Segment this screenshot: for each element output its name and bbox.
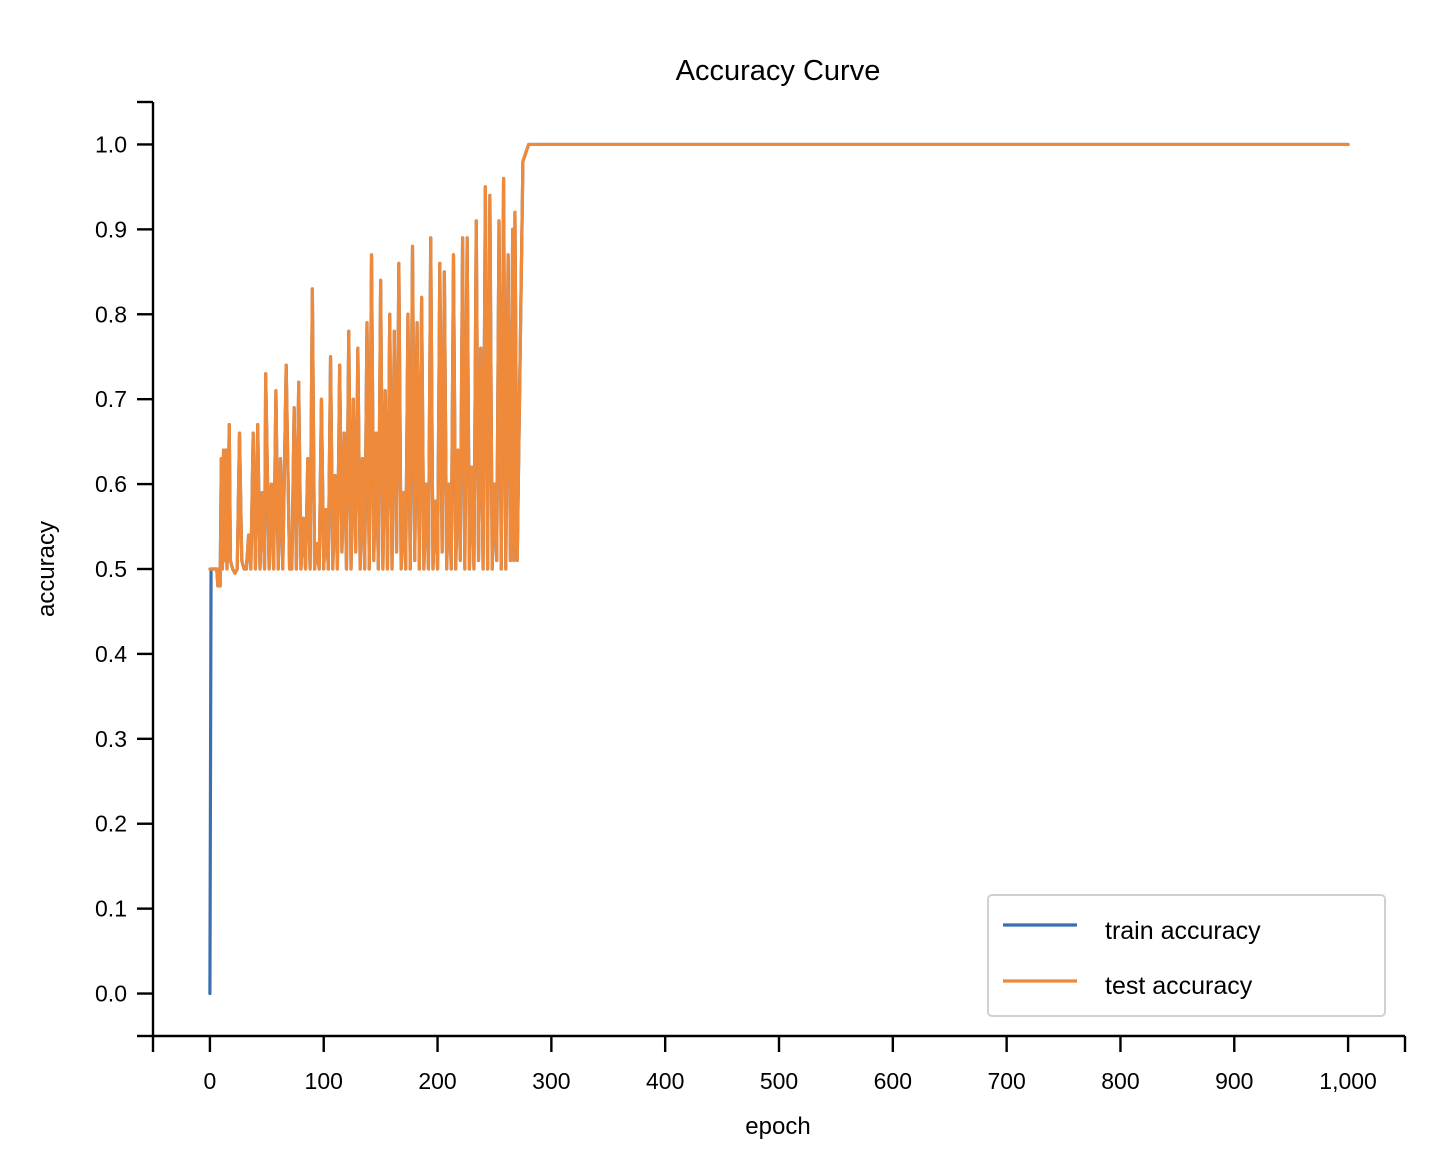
y-tick-label: 0.2 <box>95 811 127 837</box>
x-tick-label: 400 <box>646 1068 684 1094</box>
x-tick-label: 900 <box>1215 1068 1253 1094</box>
legend-frame <box>987 894 1386 1017</box>
x-axis-ticks: 0 100 200 300 400 500 600 700 800 900 1,000 <box>151 1036 1407 1094</box>
legend-label-train: train accuracy <box>1105 917 1261 945</box>
y-tick-label: 0.5 <box>95 556 127 582</box>
chart-title: Accuracy Curve <box>676 55 881 87</box>
legend: train accuracy test accuracy <box>987 894 1386 1017</box>
y-tick-label: 0.3 <box>95 726 127 752</box>
legend-label-test: test accuracy <box>1105 972 1253 1000</box>
x-tick-label: 100 <box>305 1068 343 1094</box>
y-tick-label: 0.4 <box>95 641 127 667</box>
x-tick-label: 1,000 <box>1319 1068 1377 1094</box>
x-tick-label: 800 <box>1101 1068 1139 1094</box>
y-axis-ticks: 0.0 0.1 0.2 0.3 0.4 0.5 0.6 0.7 0.8 0.9 1.0 <box>95 100 153 1038</box>
x-tick-label: 600 <box>874 1068 912 1094</box>
x-tick-label: 0 <box>204 1068 217 1094</box>
y-tick-label: 0.7 <box>95 386 127 412</box>
y-tick-label: 0.1 <box>95 896 127 922</box>
plot-area <box>208 142 1350 996</box>
series-line-1 <box>208 142 1350 588</box>
x-tick-label: 500 <box>760 1068 798 1094</box>
x-tick-label: 300 <box>532 1068 570 1094</box>
y-tick-label: 0.0 <box>95 981 127 1007</box>
y-axis-title: accuracy <box>33 521 60 617</box>
x-axis-title: epoch <box>745 1113 810 1140</box>
y-tick-label: 0.8 <box>95 301 127 327</box>
x-tick-label: 200 <box>418 1068 456 1094</box>
y-tick-label: 0.6 <box>95 471 127 497</box>
x-tick-label: 700 <box>987 1068 1025 1094</box>
y-tick-label: 0.9 <box>95 216 127 242</box>
series-line-0 <box>208 142 1350 996</box>
y-tick-label: 1.0 <box>95 131 127 157</box>
